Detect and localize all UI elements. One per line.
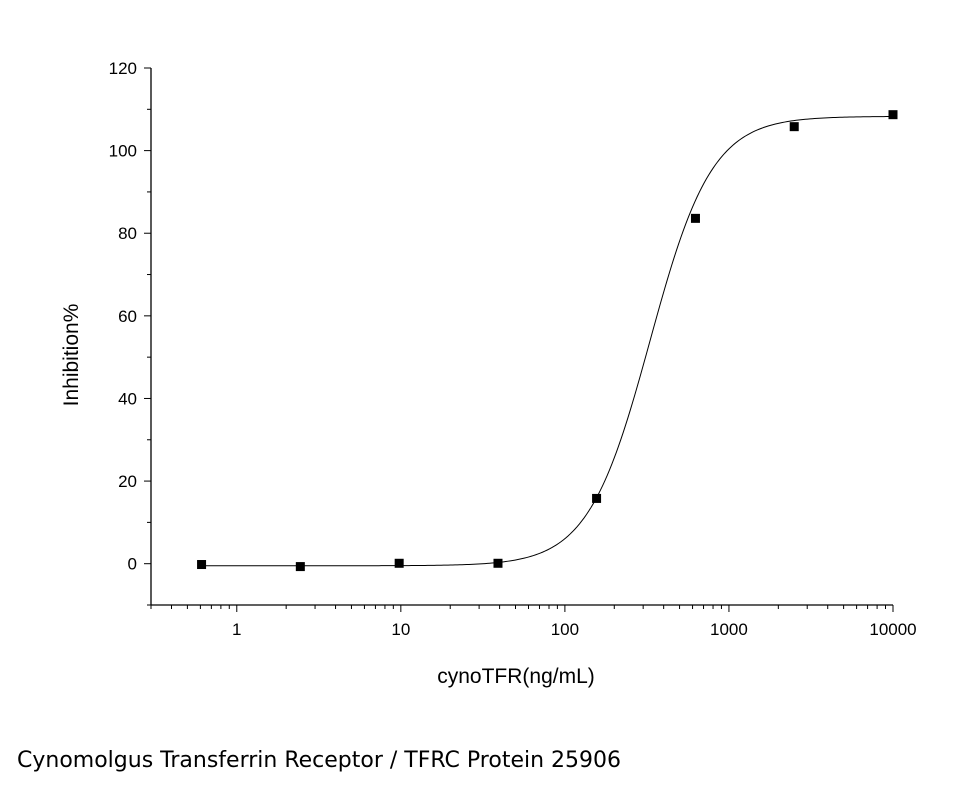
x-tick-label: 1: [232, 620, 241, 639]
data-points: [197, 110, 898, 572]
y-tick-label: 40: [118, 389, 137, 408]
y-tick-label: 60: [118, 307, 137, 326]
figure-caption: Cynomolgus Transferrin Receptor / TFRC P…: [17, 748, 622, 773]
x-tick-label: 10000: [869, 620, 916, 639]
y-axis-title: Inhibition%: [60, 304, 83, 407]
x-tick-label: 10: [391, 620, 410, 639]
fit-curve: [201, 116, 894, 567]
y-tick-label: 120: [109, 59, 137, 78]
x-tick-label: 1000: [710, 620, 748, 639]
data-point: [197, 560, 207, 570]
y-tick-label: 0: [128, 555, 137, 574]
data-point: [295, 562, 305, 572]
data-point: [592, 493, 602, 503]
data-point: [690, 213, 700, 223]
y-tick-label: 80: [118, 224, 137, 243]
y-tick-label: 20: [118, 472, 137, 491]
data-point: [394, 558, 404, 568]
x-tick-label: 100: [551, 620, 579, 639]
x-axis-title: cynoTFR(ng/mL): [437, 665, 595, 688]
data-point: [493, 558, 503, 568]
data-point: [888, 110, 898, 120]
y-tick-label: 100: [109, 142, 137, 161]
data-point: [789, 122, 799, 132]
